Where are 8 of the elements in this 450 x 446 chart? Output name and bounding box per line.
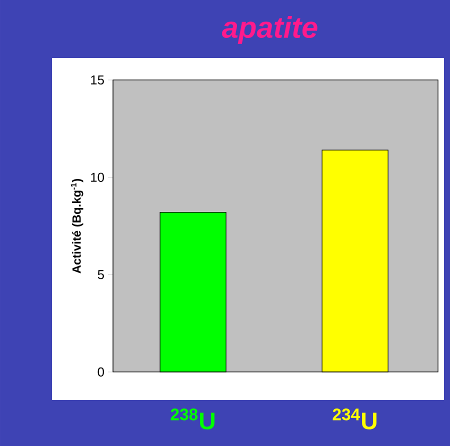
y-tick-label: 10 [91,172,104,182]
y-axis-title: Activité (Bq.kg$^{-1}$) [70,178,84,274]
x-tick-label: $^{238}$U [170,408,214,430]
chart-title: apatite [222,16,318,44]
x-tick-label: $^{234}$U [332,408,376,430]
y-tick-label: 15 [91,75,104,84]
y-tick-label: 0 [98,367,104,377]
y-tick-label: 5 [98,270,104,280]
